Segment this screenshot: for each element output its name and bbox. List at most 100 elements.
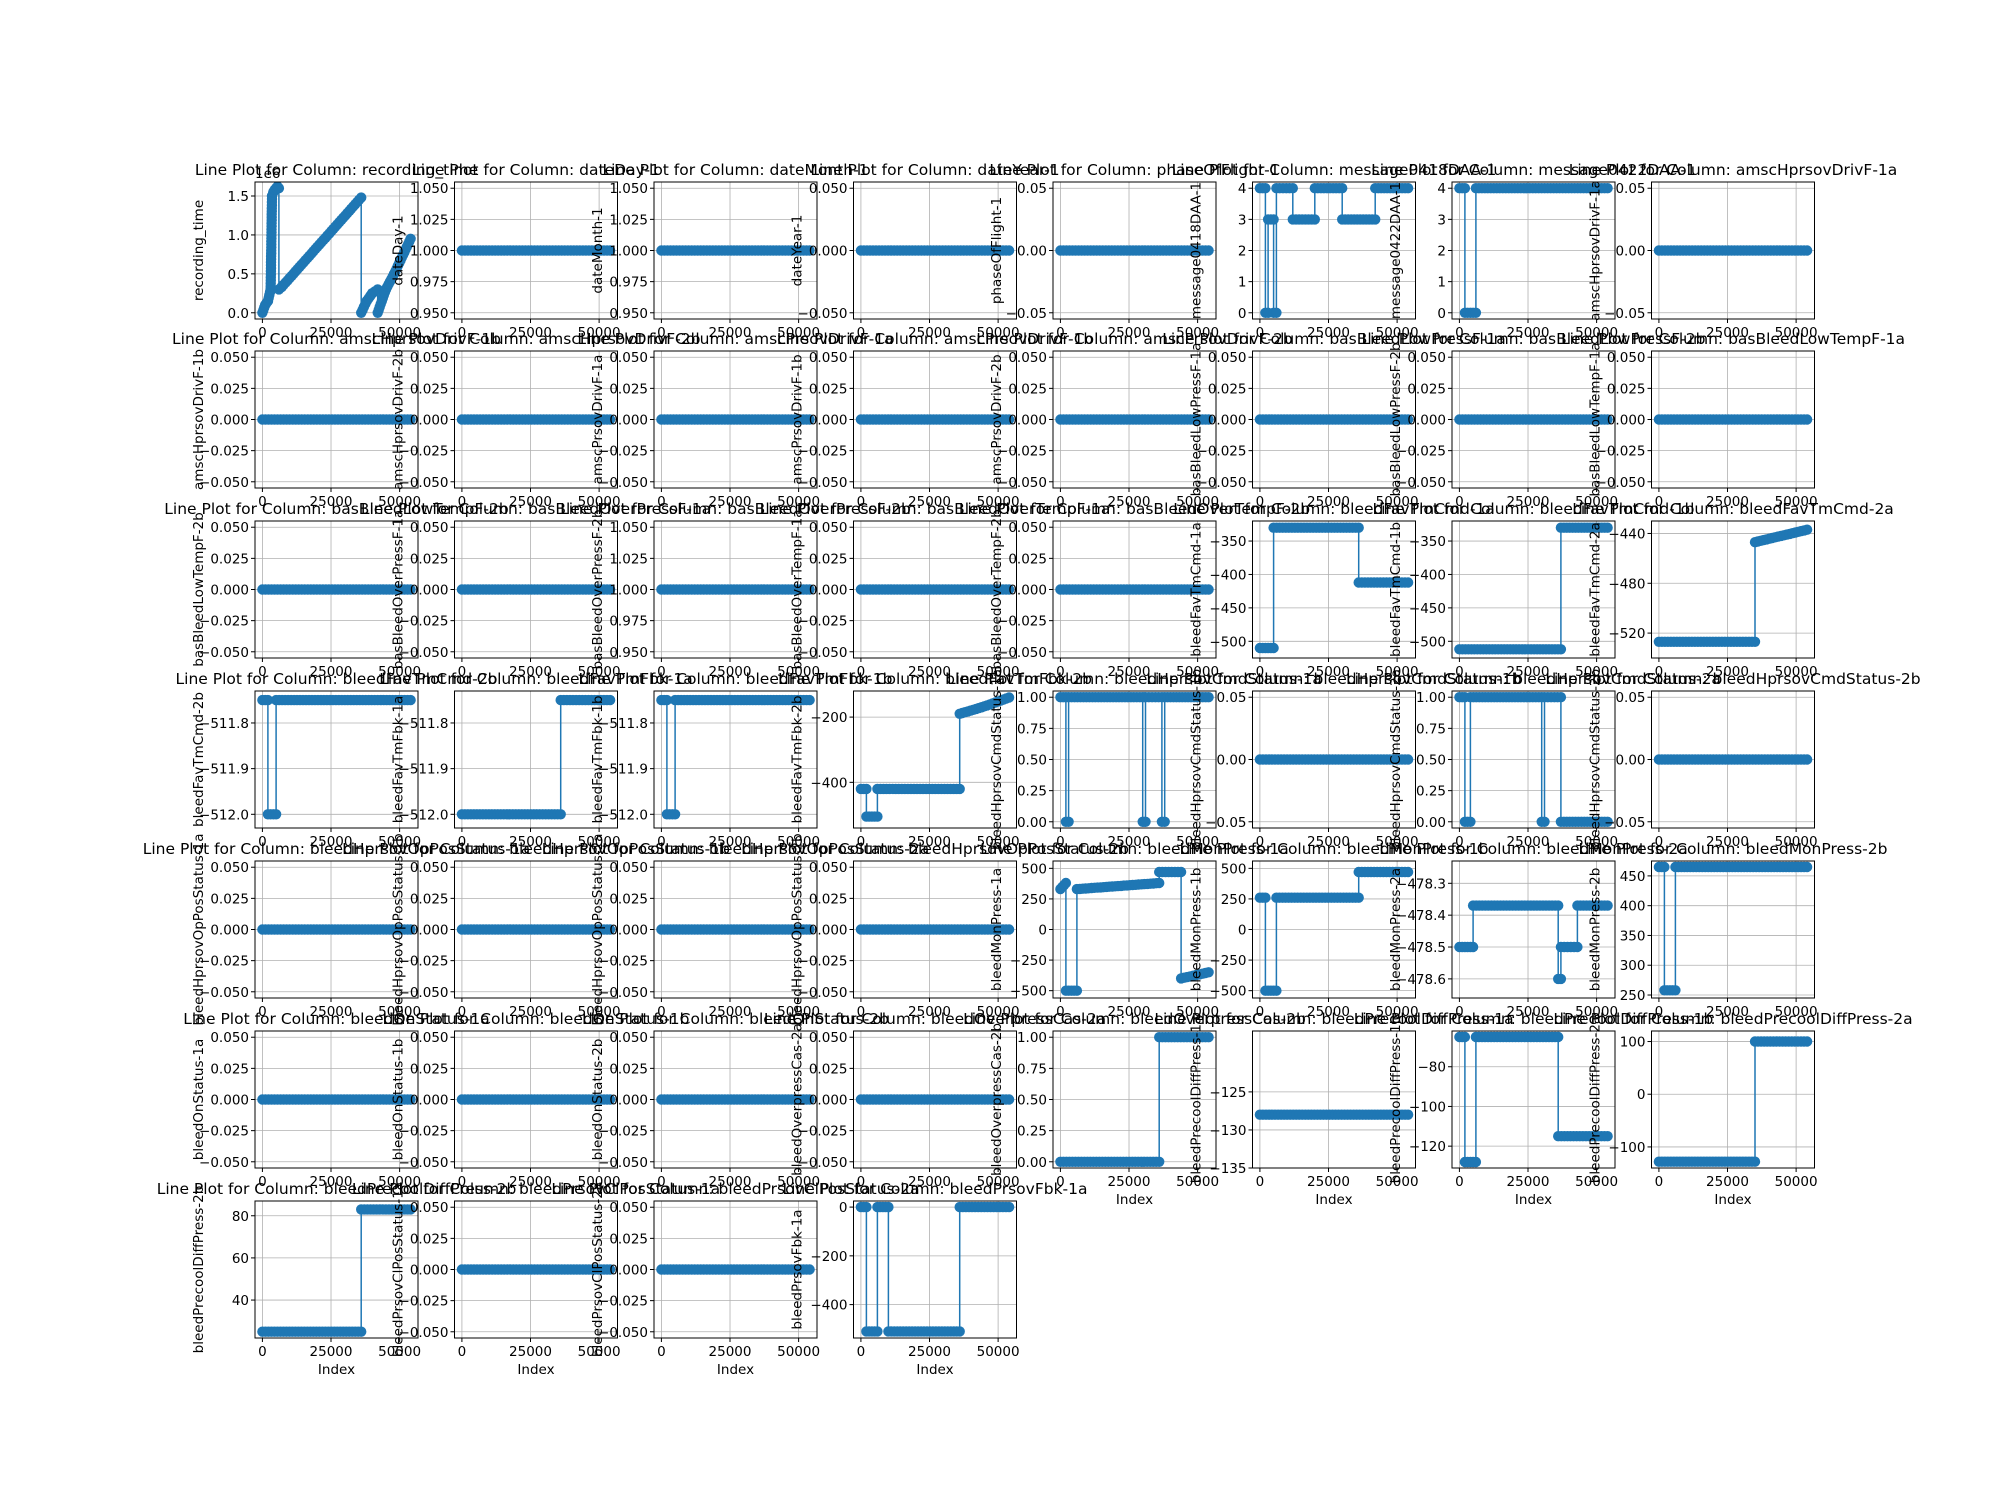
x-tick-label: 50000: [1775, 1174, 1818, 1190]
y-tick-label: −350: [1409, 534, 1446, 550]
subplot-title: Line Plot for Column: dateDay-1: [412, 161, 660, 179]
y-tick-label: −0.050: [598, 475, 648, 491]
x-tick-label: 25000: [310, 834, 353, 850]
x-axis-label: Index: [1315, 1192, 1352, 1208]
x-tick-label: 25000: [1507, 1004, 1550, 1020]
subplot: 0 25000 50000 −500 −450 −400 −350 Line Plot for…: [1173, 500, 1495, 680]
y-axis-label: basBleedOverPressF-1a: [391, 510, 407, 670]
axes-background: [1451, 1030, 1616, 1169]
y-tick-label: 0.75: [1017, 721, 1047, 737]
axes-frame: [653, 1200, 818, 1339]
y-tick-label: −0.050: [997, 645, 1047, 661]
x-tick-label: 0: [1455, 494, 1464, 510]
series: [456, 245, 616, 256]
x-tick-label: 0: [1056, 494, 1065, 510]
y-tick-label: 0.050: [410, 1030, 449, 1046]
axes-frame: [1451, 690, 1616, 829]
y-axis-label: bleedHprsovCmdStatus-2a: [1388, 669, 1404, 850]
subplot-title: Line Plot for Column: bleedHprsovCmdStat…: [947, 670, 1322, 688]
y-axis-label: bleedFavTmFbk-1b: [590, 696, 606, 824]
series: [656, 245, 815, 256]
x-tick-label: 0: [1256, 834, 1265, 850]
y-tick-label: −0.025: [1596, 444, 1646, 460]
y-tick-label: 0.025: [410, 381, 449, 397]
y-axis-label: recording_time: [191, 200, 207, 301]
data-point: [804, 414, 815, 425]
subplot-title: Line Plot for Column: basBleedLowPressF-…: [1162, 330, 1506, 348]
series: [855, 924, 1015, 935]
y-tick-label: −440: [1608, 526, 1645, 542]
y-tick-label: 250: [1221, 892, 1247, 908]
x-tick-label: 25000: [1307, 834, 1350, 850]
y-tick-label: 0.025: [410, 551, 449, 567]
x-tick-label: 0: [1455, 834, 1464, 850]
x-tick-label: 0: [458, 494, 467, 510]
x-tick-label: 25000: [908, 1174, 951, 1190]
data-point: [1553, 1031, 1564, 1043]
series: [1254, 1109, 1414, 1120]
data-point: [1801, 245, 1813, 256]
x-tick-label: 0: [458, 834, 467, 850]
series: [456, 924, 616, 935]
y-tick-label: 0.950: [609, 306, 648, 322]
series: [1454, 1031, 1613, 1168]
y-tick-label: −478.5: [1396, 940, 1446, 956]
x-tick-label: 50000: [378, 1174, 421, 1190]
subplot-title: Line Plot for Column: bleedPrsovFbk-1a: [782, 1180, 1087, 1198]
subplot: 0 25000 50000 −0.050 0.000 0.050 Line Plot for…: [790, 161, 1060, 341]
series: [1055, 1032, 1214, 1168]
y-tick-label: −0.050: [199, 985, 249, 1001]
subplot-title: Line Plot for Column: bleedHprsovOpPosSt…: [741, 840, 1129, 858]
data-point: [1602, 900, 1613, 911]
series: [1653, 754, 1813, 765]
data-point: [1060, 877, 1072, 889]
x-axis-label: Index: [1116, 1192, 1153, 1208]
y-tick-label: 0: [1437, 306, 1446, 322]
subplot-title: Line Plot for Column: amscHprsovDrivF-1a: [1569, 161, 1898, 179]
subplot: 0 25000 50000 −0.05 0.00 0.05 Line Plot for Co…: [989, 161, 1280, 341]
x-tick-label: 25000: [709, 1004, 752, 1020]
x-tick-label: 0: [458, 1004, 467, 1020]
series: [1653, 1036, 1813, 1167]
y-tick-label: −450: [1209, 601, 1246, 617]
data-point: [861, 783, 872, 795]
y-tick-label: 0.000: [809, 583, 848, 599]
y-axis-label: bleedMonPress-1a: [989, 868, 1005, 991]
x-tick-label: 25000: [908, 1344, 951, 1360]
subplot: 0 25000 50000 −0.050 −0.025 0.000 0.025 0.050 Li…: [183, 1010, 490, 1190]
y-tick-label: 0.000: [210, 1093, 249, 1109]
y-axis-label: bleedFavTmCmd-1a: [1189, 522, 1205, 657]
axes-frame: [1052, 181, 1217, 320]
y-tick-label: 4: [1238, 181, 1247, 197]
series: [1055, 245, 1214, 256]
y-axis-label: bleedMonPress-2b: [1588, 868, 1604, 992]
data-point: [1003, 584, 1015, 595]
y-tick-label: 0.050: [210, 350, 249, 366]
data-point: [1459, 1031, 1471, 1043]
data-point: [1801, 524, 1813, 535]
y-tick-label: 0.050: [609, 1030, 648, 1046]
y-tick-label: 0.975: [609, 614, 648, 630]
x-tick-label: 50000: [378, 1004, 421, 1020]
series: [257, 414, 416, 425]
subplot-title: Line Plot for Column: bleedMonPress-2a: [1379, 840, 1688, 858]
subplot: 0 25000 50000 −0.050 −0.025 0.000 0.025 0.050 Li…: [164, 500, 508, 680]
data-point: [1555, 692, 1567, 703]
y-tick-label: 0.000: [1008, 413, 1047, 429]
y-tick-label: 0.025: [410, 891, 449, 907]
y-tick-label: 0.000: [609, 923, 648, 939]
y-tick-label: 0.950: [609, 645, 648, 661]
x-tick-label: 0: [1056, 325, 1065, 341]
series: [1254, 754, 1414, 765]
axes-frame: [853, 520, 1017, 659]
y-axis-label: bleedHprsovCmdStatus-1b: [1189, 669, 1205, 850]
x-tick-label: 25000: [509, 1004, 552, 1020]
data-point: [1370, 214, 1381, 225]
y-tick-label: −0.050: [598, 1155, 648, 1171]
series: [1055, 414, 1214, 425]
data-point: [1071, 985, 1083, 996]
subplot-title: Line Plot for Column: bleedPrsovClPosSta…: [352, 1180, 720, 1198]
data-point: [804, 1094, 815, 1105]
y-tick-label: −500: [1209, 634, 1246, 650]
